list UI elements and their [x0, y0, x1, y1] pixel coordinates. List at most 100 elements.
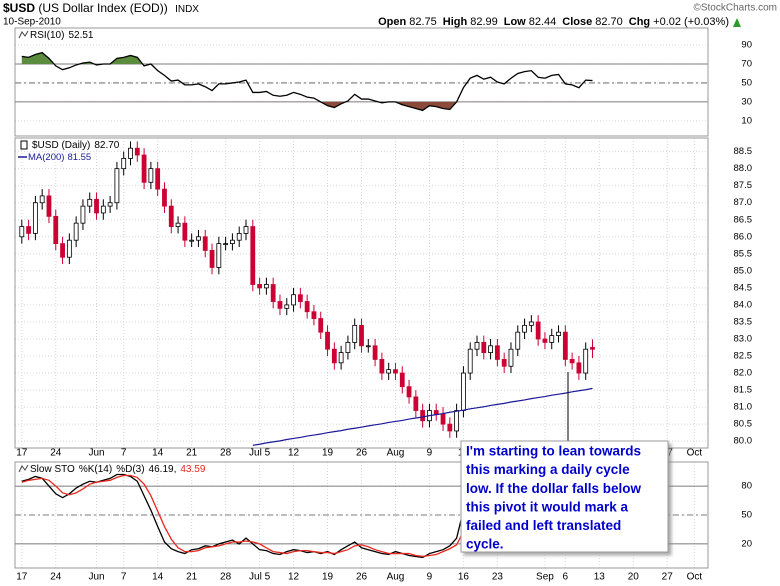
y-tick-label: 86.0	[734, 231, 753, 242]
y-tick-label: 70	[741, 59, 752, 70]
x-tick-label: 27	[662, 572, 674, 583]
date: 10-Sep-2010	[3, 17, 61, 28]
candle-body	[331, 348, 337, 364]
candle-body	[155, 168, 161, 190]
threshold-fill	[21, 52, 593, 64]
annotation-box	[460, 440, 669, 553]
candle-body	[66, 239, 72, 258]
candle-body	[243, 226, 249, 234]
series-line	[252, 387, 593, 446]
legend-title: RSI(10)	[30, 30, 64, 41]
panel: 90 70 50 30 10 RSI(10) 52.51	[14, 27, 752, 137]
x-tick-label: Jun	[88, 448, 104, 459]
candle-body	[413, 396, 419, 411]
quote-line: Open 82.75 High 82.99 Low 82.44 Close 82.70 Chg +…	[378, 16, 729, 28]
candle-body	[522, 324, 527, 333]
candle-body	[263, 284, 269, 289]
candle-body	[488, 345, 493, 354]
candle-body	[535, 321, 541, 340]
candle-body	[114, 168, 120, 204]
candle-body	[39, 195, 45, 204]
legend-name: %D(3)	[116, 464, 144, 475]
legend-swatch	[20, 140, 28, 150]
x-tick-label: Aug	[387, 572, 405, 583]
y-tick-label: 85.5	[734, 248, 753, 259]
x-tick-label: Jun	[88, 572, 104, 583]
panel: 80.0 80.5 81.0 81.5 82.0 82.5 83.0 83.5 84.0 84.5…	[14, 137, 753, 459]
candle-body	[80, 205, 86, 224]
y-tick-label: 50	[741, 77, 752, 88]
x-tick-label: 21	[186, 448, 198, 459]
x-tick-label: 19	[322, 448, 334, 459]
annotation-line: failed and left translated	[466, 518, 621, 533]
x-tick-label: Oct	[687, 572, 703, 583]
x-tick-label: 24	[50, 572, 62, 583]
y-tick-label: 83.5	[734, 316, 753, 327]
candle-body	[325, 331, 330, 350]
y-tick-label: 80	[741, 481, 752, 492]
panel-frame	[14, 27, 709, 137]
legend-name: $USD (Daily)	[32, 140, 90, 151]
y-tick-label: 20	[741, 538, 752, 549]
annotation-line: this pivot it would mark a	[466, 499, 629, 514]
x-tick-label: 13	[594, 572, 606, 583]
x-tick-label: 17	[16, 572, 28, 583]
candle-body	[107, 202, 113, 207]
x-tick-label: 23	[492, 572, 504, 583]
quote-label: Chg	[629, 16, 650, 28]
x-tick-label: 21	[186, 572, 198, 583]
candle-body	[583, 348, 589, 374]
candle-body	[196, 236, 201, 241]
x-tick-label: Aug	[387, 448, 405, 459]
quote-value: 82.70	[595, 16, 623, 28]
candle-body	[352, 324, 358, 343]
annotation: I'm starting to lean towards this marking…	[460, 372, 669, 553]
candle-body	[549, 335, 555, 343]
y-tick-label: 86.5	[734, 214, 753, 225]
symbol: $USD	[3, 1, 35, 15]
y-tick-label: 81.5	[734, 385, 753, 396]
candle-body	[291, 294, 296, 306]
quote-value: 82.44	[529, 16, 557, 28]
x-tick-label: Sep	[536, 572, 554, 583]
x-tick-label: 26	[356, 572, 368, 583]
y-tick-label: 84.0	[734, 299, 753, 310]
x-tick-label: Jul 5	[249, 448, 271, 459]
y-tick-label: 85.0	[734, 265, 753, 276]
quote-label: Open	[378, 16, 406, 28]
candle-body	[590, 347, 595, 350]
candle-body	[474, 341, 480, 350]
candle-body	[461, 372, 466, 411]
candle-body	[46, 195, 52, 217]
candle-body	[202, 236, 208, 251]
candle-body	[236, 232, 242, 241]
watermark: ©StockCharts.com	[693, 3, 777, 14]
candle-body	[19, 226, 25, 238]
candle-body	[515, 331, 521, 350]
candle-body	[230, 239, 235, 245]
legend: RSI(10) 52.51	[30, 30, 94, 41]
quote-value: 82.99	[470, 16, 498, 28]
candle-body	[223, 243, 229, 246]
candle-body	[345, 341, 351, 354]
candle-body	[365, 345, 371, 348]
candle-body	[209, 250, 215, 268]
x-tick-label: 28	[220, 448, 232, 459]
x-tick-label: 9	[427, 448, 433, 459]
candle-body	[454, 410, 460, 432]
candle-body	[379, 359, 385, 374]
x-tick-label: 17	[16, 448, 28, 459]
candle-body	[128, 147, 133, 159]
candle-body	[420, 410, 426, 422]
x-tick-label: 19	[322, 572, 334, 583]
candle-body	[311, 311, 317, 319]
candle-body	[60, 243, 65, 258]
candle-body	[542, 338, 548, 343]
x-tick-label: 7	[121, 448, 127, 459]
candle-body	[501, 359, 507, 367]
series-line	[21, 51, 593, 112]
index-name: (US Dollar Index (EOD))	[38, 1, 167, 15]
threshold-fill	[21, 101, 593, 111]
x-tick-label: 20	[628, 572, 640, 583]
legend-value: 82.70	[94, 140, 119, 151]
